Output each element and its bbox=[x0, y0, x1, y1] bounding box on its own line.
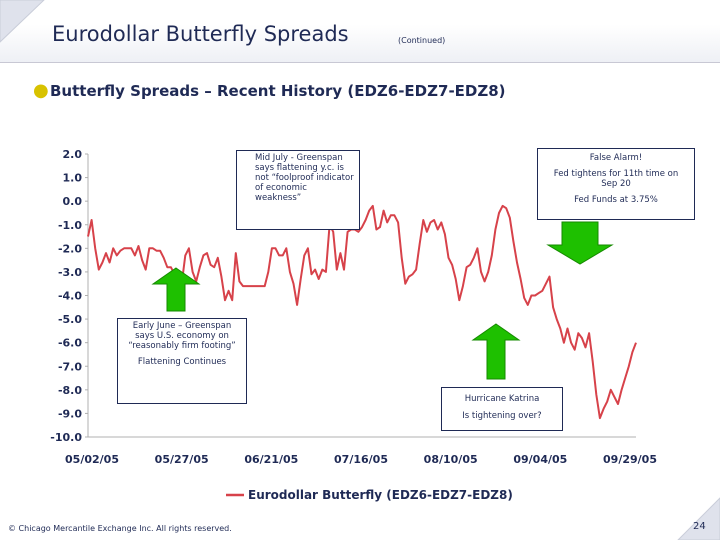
y-tick-label: -8.0 bbox=[58, 384, 82, 397]
y-tick-label: -10.0 bbox=[50, 431, 82, 444]
annotation-fed-tightens-text: Fed tightens for 11th time on Sep 20 bbox=[553, 169, 679, 189]
annotation-mid-july-text: Mid July - Greenspan says flattening y.c… bbox=[255, 153, 354, 203]
slide-subtitle: Butterfly Spreads – Recent History (EDZ6… bbox=[50, 82, 506, 100]
x-tick-label: 08/10/05 bbox=[424, 453, 478, 466]
arrow-down-icon-fed bbox=[546, 221, 614, 265]
arrow-up-icon-katrina bbox=[471, 323, 521, 380]
y-tick-label: -5.0 bbox=[58, 313, 82, 326]
annotation-mid-july: Mid July - Greenspan says flattening y.c… bbox=[236, 150, 360, 230]
legend-label: Eurodollar Butterfly (EDZ6-EDZ7-EDZ8) bbox=[248, 488, 513, 502]
y-tick-label: -2.0 bbox=[58, 242, 82, 255]
y-tick-label: -9.0 bbox=[58, 407, 82, 420]
butterfly-chart: 2.0 1.0 0.0 -1.0 -2.0 -3.0 -4.0 -5.0 -6.0 -7.0 -8.… bbox=[50, 148, 657, 502]
y-tick-label: -7.0 bbox=[58, 360, 82, 373]
x-tick-label: 09/04/05 bbox=[513, 453, 567, 466]
annotation-is-tightening-text: Is tightening over? bbox=[462, 411, 542, 421]
y-tick-label: 2.0 bbox=[63, 148, 83, 161]
copyright-footer: © Chicago Mercantile Exchange Inc. All r… bbox=[8, 524, 232, 533]
annotation-early-june-text: Early June – Greenspan says U.S. economy… bbox=[128, 321, 236, 351]
page-title: Eurodollar Butterfly Spreads bbox=[52, 22, 349, 46]
y-tick-label: -1.0 bbox=[58, 219, 82, 232]
annotation-hurricane: Hurricane Katrina Is tightening over? bbox=[441, 387, 563, 431]
annotation-fed: False Alarm! Fed tightens for 11th time … bbox=[537, 148, 695, 220]
x-tick-label: 05/02/05 bbox=[65, 453, 119, 466]
x-tick-label: 05/27/05 bbox=[155, 453, 209, 466]
chart-legend: Eurodollar Butterfly (EDZ6-EDZ7-EDZ8) bbox=[226, 488, 513, 502]
annotation-early-june: Early June – Greenspan says U.S. economy… bbox=[117, 318, 247, 404]
y-tick-label: -3.0 bbox=[58, 266, 82, 279]
x-axis-ticks: 05/02/05 05/27/05 06/21/05 07/16/05 08/10/05… bbox=[65, 453, 657, 466]
y-tick-label: 0.0 bbox=[63, 195, 83, 208]
title-divider bbox=[0, 62, 720, 63]
title-continued: (Continued) bbox=[398, 36, 446, 45]
annotation-fed-funds-text: Fed Funds at 3.75% bbox=[574, 195, 658, 205]
y-tick-label: -4.0 bbox=[58, 290, 82, 303]
annotation-hurricane-text: Hurricane Katrina bbox=[464, 394, 540, 404]
title-band bbox=[0, 0, 720, 62]
x-tick-label: 07/16/05 bbox=[334, 453, 388, 466]
page-number: 24 bbox=[693, 521, 706, 532]
corner-wedge-bottom bbox=[677, 497, 720, 540]
y-tick-label: -6.0 bbox=[58, 337, 82, 350]
bullet-icon: ● bbox=[33, 80, 49, 101]
annotation-false-alarm-text: False Alarm! bbox=[589, 153, 643, 163]
x-tick-label: 09/29/05 bbox=[603, 453, 657, 466]
x-tick-label: 06/21/05 bbox=[244, 453, 298, 466]
y-axis-ticks: 2.0 1.0 0.0 -1.0 -2.0 -3.0 -4.0 -5.0 -6.0 -7.0 -8.… bbox=[50, 148, 88, 444]
annotation-flattening-text: Flattening Continues bbox=[137, 357, 227, 367]
arrow-up-icon-june bbox=[151, 267, 201, 312]
y-tick-label: 1.0 bbox=[63, 172, 83, 185]
corner-wedge bbox=[0, 0, 45, 43]
